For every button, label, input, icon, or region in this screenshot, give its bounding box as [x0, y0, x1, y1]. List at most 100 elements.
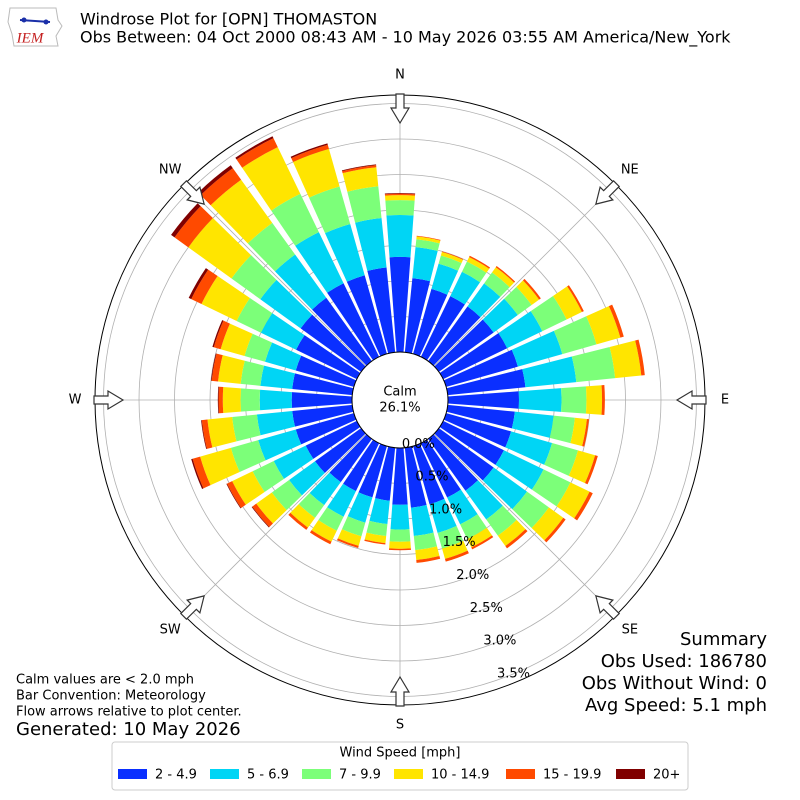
wind-bar-segment [413, 288, 448, 357]
wind-bar-segment [242, 147, 301, 211]
legend-swatch [210, 769, 239, 779]
wind-bar-segment [218, 386, 224, 414]
wind-bar-segment [273, 445, 314, 479]
logo-dot [43, 19, 49, 25]
wind-bar-segment [492, 267, 515, 288]
flow-arrow [179, 179, 205, 205]
wind-bar-segment [444, 550, 469, 562]
wind-bar-segment [236, 297, 273, 333]
r-tick-label: 0.5% [415, 470, 448, 485]
wind-bar-segment [556, 482, 590, 519]
wind-bar-segment [416, 235, 441, 241]
wind-bar-segment [446, 404, 515, 429]
wind-bar-segment [447, 489, 478, 525]
wind-bar-segment [311, 520, 337, 542]
logo-text: IEM [16, 30, 45, 46]
wind-bar-segment [232, 471, 265, 505]
wind-bar-segment [318, 507, 344, 531]
flow-arrow-shape [389, 675, 411, 707]
spoke [184, 433, 367, 616]
wind-bar-segment [544, 443, 579, 476]
wind-bar-segment [188, 268, 209, 300]
wind-bar-segment [342, 165, 377, 174]
wind-bar-segment [291, 392, 353, 408]
wind-bar-segment [461, 261, 487, 283]
wind-bar-segment [343, 439, 380, 492]
flow-arrow [595, 179, 621, 205]
wind-bar-segment [300, 314, 366, 372]
wind-bar-segment [561, 386, 587, 414]
wind-bar-segment [226, 483, 242, 509]
flow-arrow [595, 595, 621, 621]
wind-bar-segment [431, 263, 459, 295]
note: Bar Convention: Meteorology [16, 689, 206, 704]
legend-label: 5 - 6.9 [247, 768, 289, 783]
wind-bar-segment [355, 218, 387, 271]
wind-bar-segment [440, 252, 464, 263]
wind-bar-segment [413, 532, 438, 551]
wind-bar-segment [420, 296, 465, 361]
note: Calm values are < 2.0 mph [16, 673, 194, 688]
wind-bar-segment [635, 339, 645, 376]
logo-dot [21, 17, 27, 23]
wind-bar-segment [447, 391, 519, 409]
wind-bar-segment [434, 428, 494, 481]
wind-bar-segment [293, 148, 340, 198]
wind-bar-segment [553, 316, 597, 355]
wind-bar-segment [584, 455, 598, 485]
wind-bar-segment [218, 355, 245, 384]
wind-bar-segment [442, 540, 468, 559]
wind-bar-segment [429, 498, 457, 533]
wind-bar-segment [191, 458, 204, 489]
wind-bar-segment [341, 164, 377, 172]
wind-bar-segment [390, 504, 410, 530]
wind-bar-segment [544, 517, 566, 543]
wind-bar-segment [236, 138, 278, 168]
wind-bar-segment [410, 505, 434, 537]
wind-bar-segment [437, 526, 464, 549]
wind-bar-segment [486, 505, 517, 536]
wind-bar-segment [495, 450, 544, 490]
wind-bar-segment [292, 404, 354, 427]
calm-circle [351, 351, 449, 449]
wind-bar-segment [466, 257, 490, 273]
wind-bar-segment [213, 320, 230, 350]
wind-bar-segment [497, 519, 526, 547]
wind-bar-segment [258, 429, 302, 461]
wind-bar-segment [511, 411, 554, 438]
r-tick-label: 1.5% [443, 535, 476, 550]
wind-bar-segment [201, 276, 250, 322]
wind-bar-segment [567, 285, 584, 313]
r-tick-label: 2.5% [470, 601, 503, 616]
wind-bar-segment [516, 280, 540, 306]
wind-bar-segment [531, 507, 564, 541]
wind-bar-segment [230, 440, 266, 473]
compass-label: E [721, 393, 729, 408]
wind-bar-segment [384, 195, 416, 201]
wind-bar-segment [367, 267, 396, 354]
r-tick-label: 0.0% [402, 437, 435, 452]
wind-bar-segment [498, 311, 543, 349]
wind-bar-segment [482, 298, 518, 333]
wind-bar-segment [364, 532, 387, 544]
legend-swatch [616, 769, 645, 779]
wind-bar-segment [434, 319, 494, 372]
legend-label: 2 - 4.9 [155, 768, 197, 783]
wind-bar-segment [443, 413, 512, 448]
wind-bar-segment [292, 373, 354, 396]
wind-bar-segment [568, 450, 596, 484]
wind-bar-segment [428, 434, 479, 491]
wind-bar-segment [415, 239, 440, 251]
flow-arrow-shape [595, 595, 621, 621]
wind-bar-segment [482, 467, 528, 510]
wind-bar-segment [232, 414, 261, 442]
legend-label: 20+ [653, 768, 680, 783]
wind-bar-segment [198, 165, 233, 196]
wind-bar-segment [446, 369, 526, 396]
wind-bar-segment [460, 514, 487, 540]
logo: IEM [7, 7, 63, 47]
wind-bar-segment [522, 356, 577, 388]
wind-bar-segment [309, 186, 351, 234]
flow-arrow-shape [179, 179, 205, 205]
